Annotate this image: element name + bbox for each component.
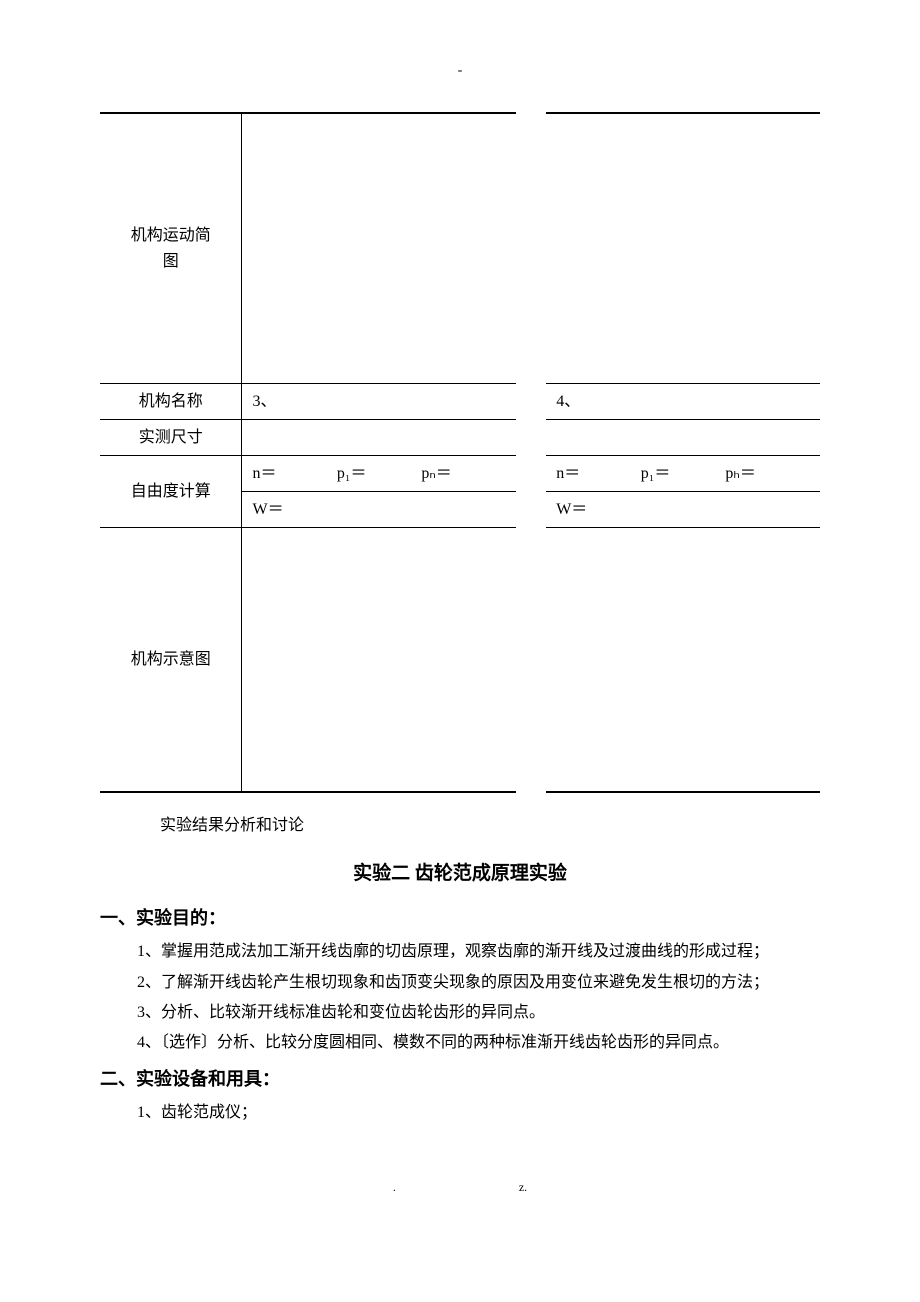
top-dash: - [100,60,820,82]
gap-1 [516,113,546,383]
mechanism-table: 机构运动简 图 机构名称 3、 4、 实测尺寸 自由度计算 n＝ p₁＝ pₙ＝… [100,112,820,793]
name-cell-2: 4、 [546,383,820,419]
sec1-item-2: 2、了解渐开线齿轮产生根切现象和齿顶变尖现象的原因及用变位来避免发生根切的方法； [100,968,820,998]
footer-marks: . z. [100,1178,820,1197]
name-cell-1: 3、 [242,383,516,419]
section-2-heading: 二、实验设备和用具： [100,1065,820,1094]
gap-4a [516,455,546,491]
w-cell-2: W＝ [546,491,820,527]
sec1-item-3: 3、分析、比较渐开线标准齿轮和变位齿轮齿形的异同点。 [100,998,820,1028]
row-diagram-l1: 机构运动简 [100,223,241,249]
schematic-cell-1 [242,527,516,792]
gap-4b [516,491,546,527]
gap-3 [516,419,546,455]
p1-var-2: p₁＝ [641,461,726,487]
measured-cell-1 [242,419,516,455]
row-schematic-label: 机构示意图 [100,527,242,792]
n-var-1: n＝ [252,461,336,487]
gap-2 [516,383,546,419]
sec1-item-4: 4、〔选作〕分析、比较分度圆相同、模数不同的两种标准渐开线齿轮齿形的异同点。 [100,1028,820,1058]
sec1-item-1: 1、掌握用范成法加工渐开线齿廓的切齿原理，观察齿廓的渐开线及过渡曲线的形成过程； [100,937,820,967]
n-var-2: n＝ [556,461,641,487]
row-dof-label: 自由度计算 [100,455,242,527]
footer-z: z. [519,1180,527,1194]
schematic-cell-2 [546,527,820,792]
row-name-label: 机构名称 [100,383,242,419]
diagram-cell-1 [242,113,516,383]
gap-5 [516,527,546,792]
row-measured-label: 实测尺寸 [100,419,242,455]
footer-dot: . [393,1180,396,1194]
pn-var-1: pₙ＝ [421,461,505,487]
row-diagram-label: 机构运动简 图 [100,113,242,383]
experiment-title: 实验二 齿轮范成原理实验 [100,859,820,889]
w-cell-1: W＝ [242,491,516,527]
p1-var-1: p₁＝ [337,461,421,487]
section-1-heading: 一、实验目的： [100,904,820,933]
row-diagram-l2: 图 [100,249,241,275]
analysis-text: 实验结果分析和讨论 [100,813,820,839]
sec2-item-1: 1、齿轮范成仪； [100,1098,820,1128]
measured-cell-2 [546,419,820,455]
diagram-cell-2 [546,113,820,383]
dof-vars-2: n＝ p₁＝ pₕ＝ [546,455,820,491]
dof-vars-1: n＝ p₁＝ pₙ＝ [242,455,516,491]
ph-var-2: pₕ＝ [725,461,810,487]
